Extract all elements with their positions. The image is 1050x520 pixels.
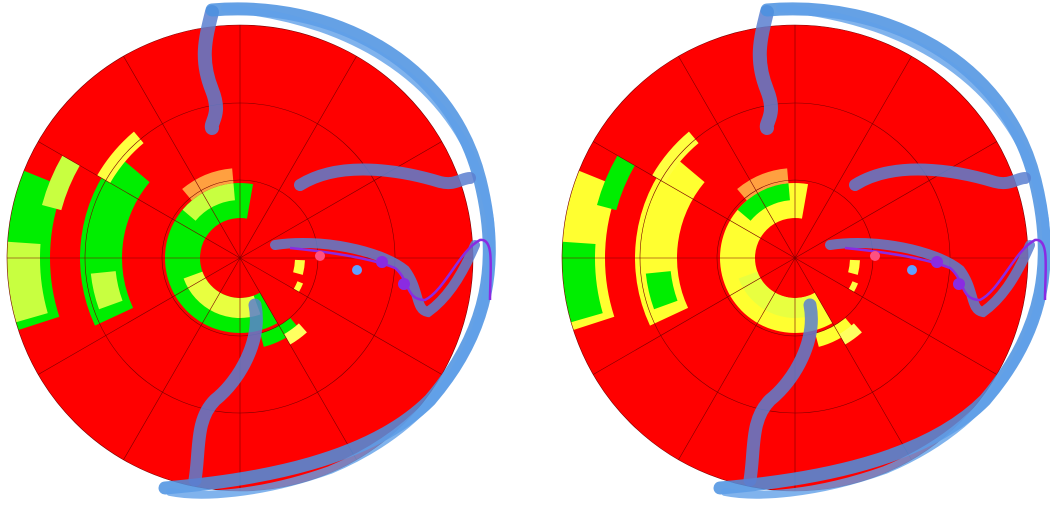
trace [289, 238, 493, 302]
grid-spoke [38, 257, 241, 375]
sector [848, 281, 859, 292]
marker [398, 278, 410, 290]
sector [839, 323, 862, 345]
sector [738, 271, 816, 319]
sector [182, 168, 234, 201]
grid-spoke [794, 257, 997, 375]
ribbon [197, 5, 223, 135]
grid-spoke [678, 56, 796, 259]
marker [870, 251, 880, 261]
grid-spoke [794, 56, 912, 259]
sector [182, 183, 235, 221]
sector [260, 317, 300, 347]
grid-spoke [239, 56, 357, 259]
grid-spoke [239, 257, 442, 375]
sector [183, 271, 261, 319]
sector [737, 168, 789, 201]
ribbon [721, 4, 1050, 499]
sector [815, 317, 855, 347]
ribbon [294, 163, 476, 191]
grid-spoke [794, 257, 912, 460]
grid-spoke [239, 257, 357, 460]
marker [907, 265, 917, 275]
sector [97, 131, 144, 183]
sector [7, 241, 48, 323]
marker [315, 251, 325, 261]
sector [284, 323, 307, 345]
ribbon [752, 5, 778, 135]
grid-spoke [123, 257, 241, 460]
marker [352, 265, 362, 275]
sector [562, 241, 603, 323]
polar-panel [6, 2, 496, 499]
grid-spoke [239, 141, 442, 259]
sector [293, 259, 305, 275]
marker [953, 278, 965, 290]
grid-spoke [38, 141, 241, 259]
ribbon [849, 163, 1031, 191]
ribbon [825, 238, 1035, 318]
polar-panel [561, 2, 1050, 499]
ribbon [270, 238, 480, 318]
sector [645, 271, 678, 310]
sector [848, 259, 860, 275]
grid-spoke [794, 141, 997, 259]
sector [720, 183, 833, 334]
grid-spoke [593, 141, 796, 259]
grid-spoke [593, 257, 796, 375]
ribbon [743, 298, 818, 487]
trace [844, 238, 1048, 302]
grid-spoke [123, 56, 241, 259]
sector [652, 131, 699, 183]
sector [90, 271, 123, 310]
sector [596, 155, 635, 211]
sector [737, 183, 790, 221]
marker [931, 256, 943, 268]
marker [376, 256, 388, 268]
ribbon [166, 4, 496, 499]
sector [293, 281, 304, 292]
sector [165, 183, 278, 334]
grid-spoke [678, 257, 796, 460]
sector [41, 155, 80, 211]
ribbon [188, 298, 263, 487]
